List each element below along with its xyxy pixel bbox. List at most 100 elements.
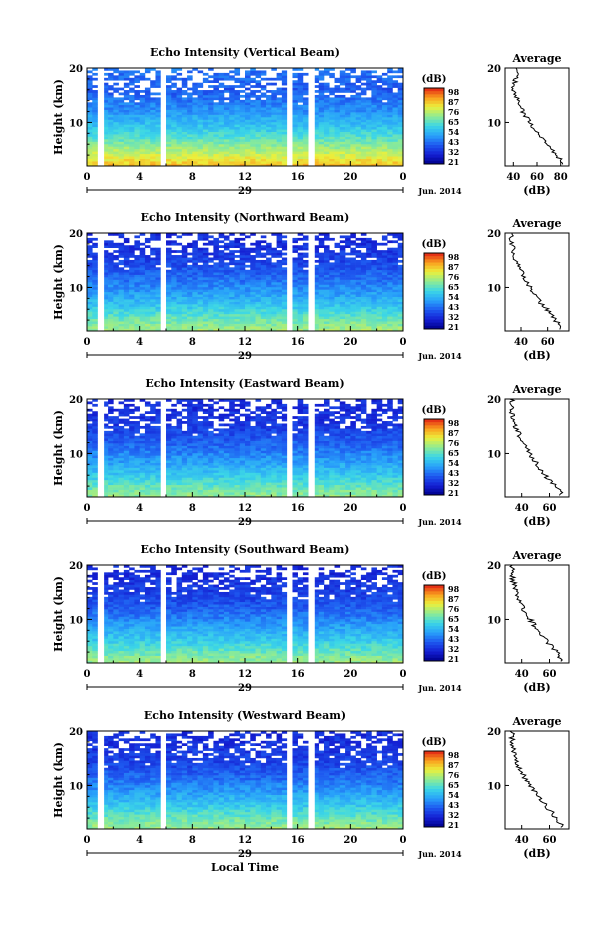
heatmap-cell [360,323,367,327]
heatmap-cell [123,151,130,155]
heatmap-cell [192,304,198,307]
heatmap-cell [102,328,109,332]
heatmap-cell [355,119,362,123]
heatmap-cell [371,465,377,468]
heatmap-cell [392,240,399,244]
heatmap-cell [187,117,193,120]
heatmap-cell [155,460,162,463]
heatmap-cell [376,286,383,290]
heatmap-cell [202,136,209,140]
heatmap-cell [245,131,251,135]
heatmap-cell [187,474,193,478]
heatmap-cell [129,462,135,466]
heatmap-cell [213,492,219,495]
heatmap-cell [129,102,135,106]
heatmap-cell [108,92,114,96]
heatmap-cells [87,68,404,167]
heatmap-cell [350,267,356,271]
heatmap-cell [297,143,304,147]
heatmap-cell [355,323,362,327]
heatmap-cell [187,484,193,488]
heatmap-cell [150,477,156,481]
heatmap-cell [339,484,346,488]
heatmap-cell [144,323,151,327]
heatmap-cell [392,112,399,115]
heatmap-cell [213,139,219,142]
heatmap-cell [102,109,109,113]
heatmap-cell [324,311,330,315]
heatmap-cell [276,279,283,283]
heatmap-cell [181,313,188,317]
heatmap-cell [255,107,262,110]
heatmap-cell [387,161,393,164]
heatmap-cell [155,85,162,88]
heatmap-cell [329,252,335,256]
heatmap-cell [345,274,351,278]
heatmap-cell [266,462,272,466]
heatmap-cell [166,291,172,295]
heatmap-cell [266,304,272,307]
heatmap-cell [260,262,267,266]
heatmap-cell [181,77,188,81]
heatmap-cell [392,323,399,327]
heatmap-cell [313,136,320,140]
heatmap-cell [266,482,272,486]
heatmap-cell [387,139,393,142]
heatmap-cell [139,489,146,493]
heatmap-cell [292,158,298,162]
heatmap-cell [197,85,204,88]
heatmap-cell [302,136,309,140]
heatmap-cell [387,151,393,155]
heatmap-cell [371,489,377,493]
heatmap-cell [166,151,172,155]
heatmap-cell [202,129,209,132]
heatmap-cell [324,158,330,162]
heatmap-cell [171,85,177,88]
heatmap-cell [144,259,151,263]
heatmap-cell [297,304,304,307]
heatmap-cell [324,269,330,273]
heatmap-cell [276,318,283,322]
heatmap-cell [123,252,130,256]
heatmap-cell [139,129,146,132]
heatmap-cell [371,291,377,295]
heatmap-cell [392,291,399,295]
heatmap-cell [229,117,235,120]
heatmap-cell [271,465,277,468]
data-gap [309,68,315,166]
heatmap-cell [297,267,304,271]
heatmap-cell [339,289,346,293]
heatmap-cell [213,326,219,329]
heatmap-cell [339,80,346,83]
colorbar-segment [424,303,444,308]
heatmap-cell [197,269,204,273]
heatmap-cell [234,279,241,283]
heatmap-cell [155,97,162,101]
heatmap-cell [129,136,135,140]
heatmap-cell [292,161,298,164]
heatmap-cell [234,262,241,266]
heatmap-cell [329,121,335,125]
heatmap-cell [360,156,367,159]
heatmap-cell [260,112,267,115]
colorbar-segment [424,129,444,133]
heatmap-cell [397,484,404,488]
heatmap-cell [181,129,188,132]
heatmap-cell [87,294,93,297]
heatmap-cell [102,141,109,145]
heatmap-cell [381,328,388,332]
heatmap-cell [181,482,188,486]
heatmap-cell [324,291,330,295]
heatmap-cell [150,151,156,155]
heatmap-cell [255,313,262,317]
heatmap-cell [108,134,114,137]
heatmap-cell [318,90,325,93]
heatmap-cell [176,484,183,488]
heatmap-cell [360,272,367,275]
heatmap-cell [181,109,188,113]
heatmap-cell [397,467,404,471]
heatmap-cell [234,311,241,315]
heatmap-cell [276,131,283,135]
heatmap-cell [229,269,235,273]
